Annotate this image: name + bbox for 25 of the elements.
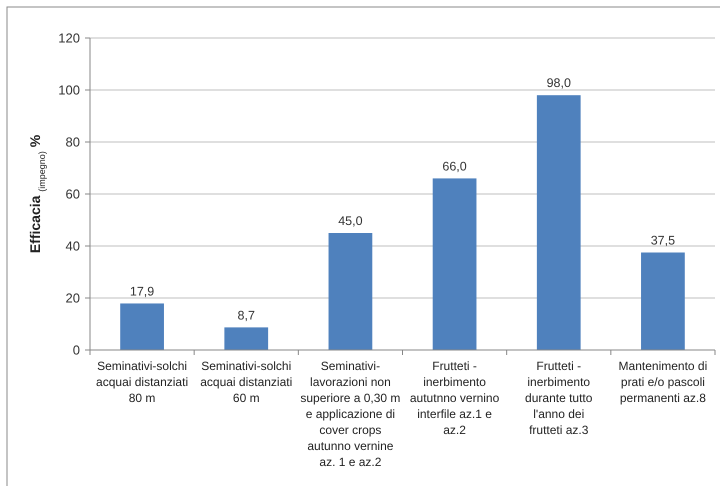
data-label: 66,0	[442, 159, 467, 174]
x-tick-label: Seminativi-lavorazioni non superiore a 0,30 m e applicazione di cover crops autunno vernine az. 1 e az.2	[300, 359, 400, 469]
data-label: 17,9	[130, 284, 154, 298]
y-tick-label: 20	[66, 290, 80, 306]
bar	[224, 327, 268, 350]
y-tick-label: 100	[58, 82, 80, 98]
x-tick-label: Seminativi-solchi acquai distanziati 60 m	[200, 359, 292, 405]
x-tick-label: Frutteti - inerbimento durante tutto l'anno dei frutteti az.3	[525, 359, 593, 437]
y-tick-label: 60	[66, 186, 80, 202]
data-label: 45,0	[338, 214, 363, 228]
x-tick-label: Seminativi-solchi acquai distanziati 80 m	[96, 359, 188, 405]
y-tick-label: 80	[66, 134, 80, 150]
bar	[120, 303, 164, 350]
y-tick-label: 120	[58, 30, 80, 46]
data-label: 8,7	[238, 308, 255, 322]
data-label: 98,0	[546, 76, 571, 90]
y-tick-label: 0	[72, 342, 80, 358]
bar	[432, 178, 476, 350]
x-tick-label: Mantenimento di prati e/o pascoli permanenti az.8	[618, 359, 708, 405]
x-tick-label: Frutteti - inerbimento aututnno vernino interfile az.1 e az.2	[410, 359, 500, 437]
bar	[328, 233, 372, 350]
bar	[641, 252, 685, 350]
y-tick-label: 40	[66, 238, 80, 254]
bar	[536, 95, 581, 350]
data-label: 37,5	[650, 234, 676, 248]
